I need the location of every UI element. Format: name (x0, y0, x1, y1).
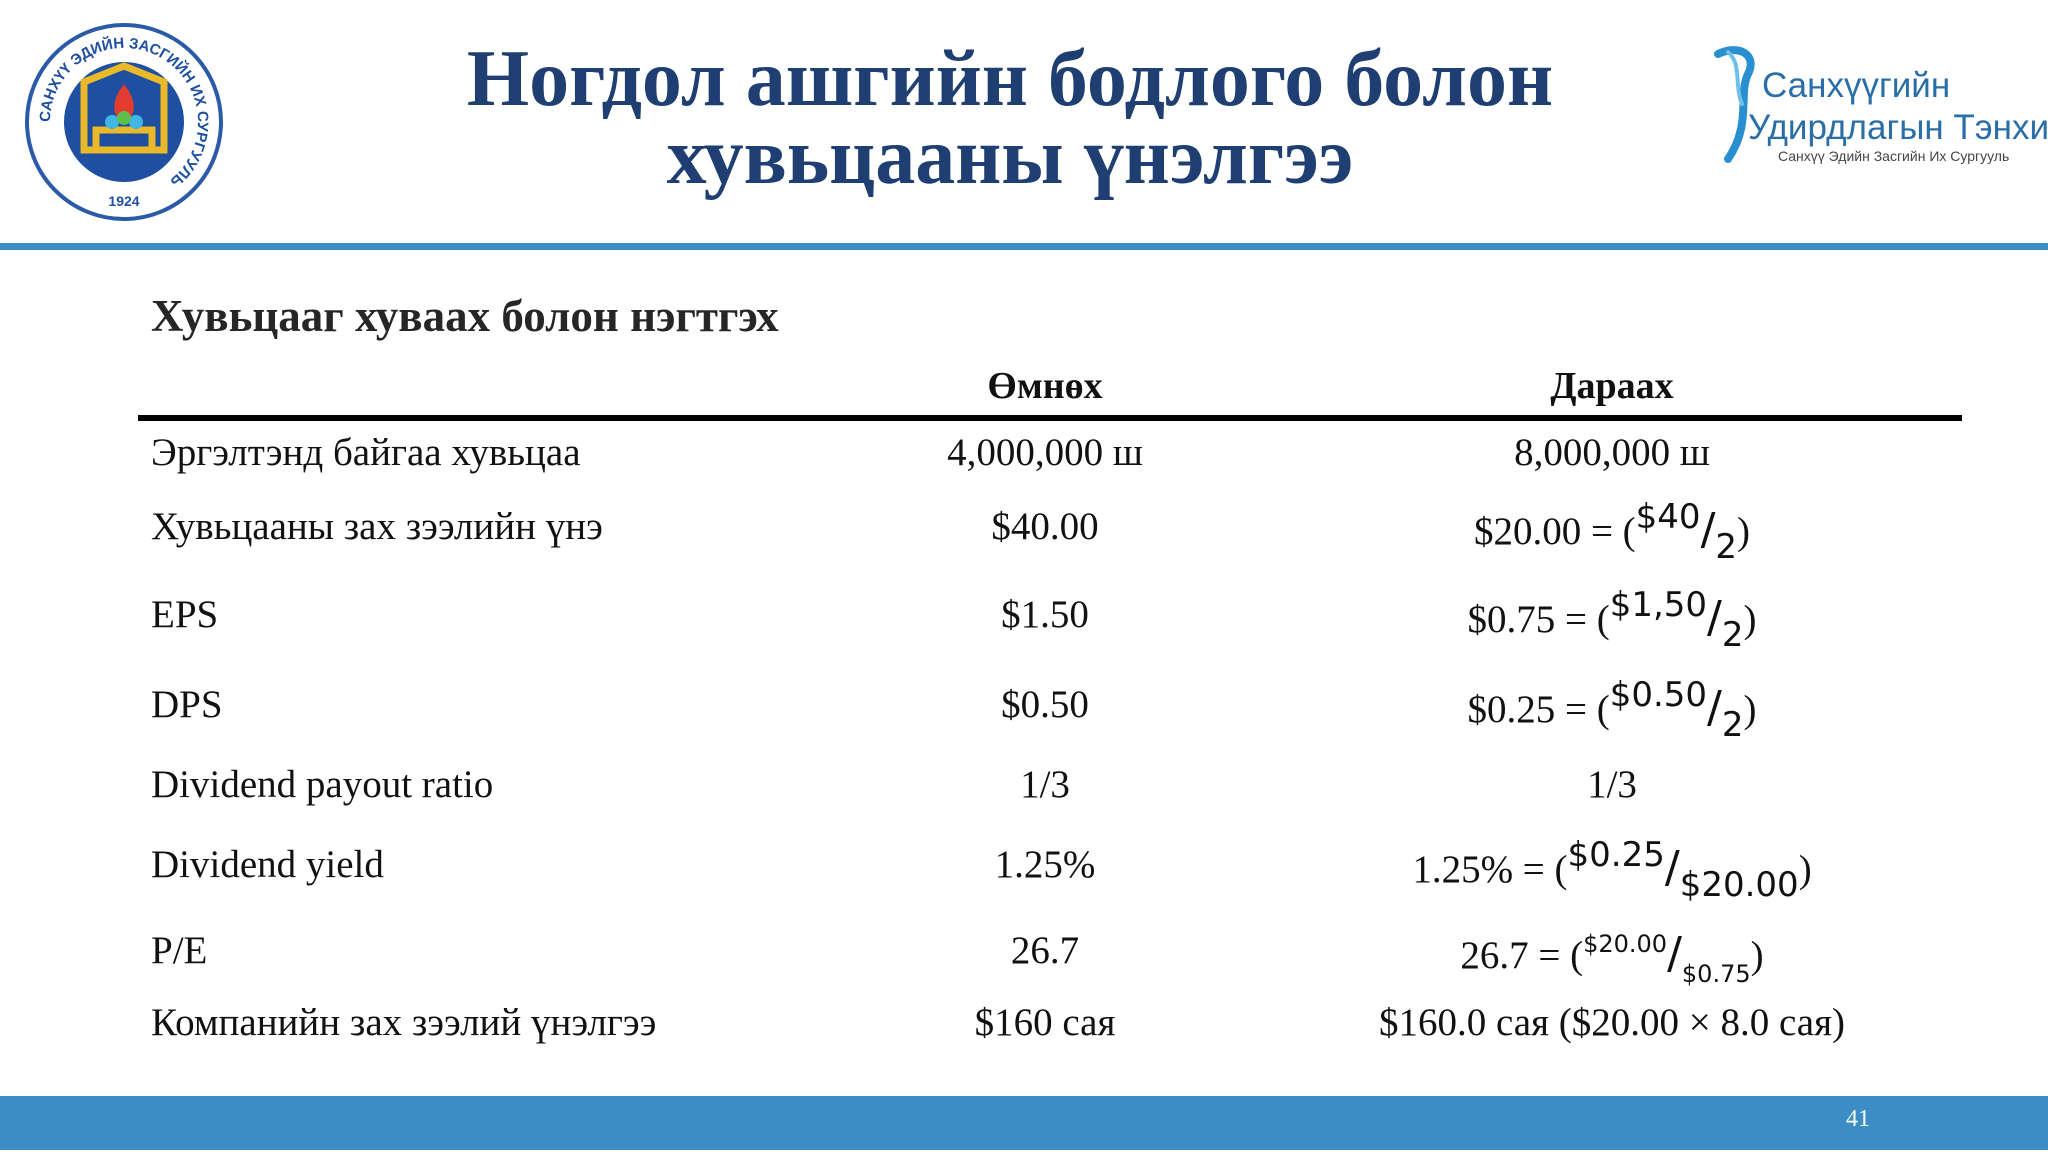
formula-close: ) (1743, 688, 1757, 731)
row-after-value: 8,000,000 ш (1514, 431, 1710, 474)
row-before-value: 1.25% (994, 843, 1096, 886)
table-row: P/E 26.7 26.7 = ($20.00/$0.75) (0, 928, 2048, 998)
formula-denominator: 2 (1721, 615, 1744, 655)
row-before-value: 26.7 (1010, 929, 1080, 972)
page-number: 41 (1846, 1106, 1870, 1132)
waterfall-icon (1714, 46, 1755, 163)
row-before-value: $1.50 (1001, 593, 1089, 636)
row-label: Эргэлтэнд байгаа хувьцаа (151, 431, 581, 474)
row-label: Dividend yield (151, 843, 384, 886)
formula-lead: 1.25% = ( (1412, 848, 1568, 891)
column-header-after: Дараах (1550, 365, 1674, 407)
formula-lead: $0.25 = ( (1467, 688, 1610, 731)
formula-numerator: $0.50 (1609, 675, 1708, 715)
row-after-value: $160.0 сая ($20.00 × 8.0 сая) (1378, 1001, 1846, 1044)
formula-slash: / (1667, 928, 1682, 979)
formula-slash: / (1707, 682, 1722, 733)
formula-numerator: $40 (1635, 497, 1701, 537)
department-logo: Санхүүгийн Удирдлагын Тэнхим Санхүү Эдий… (1708, 44, 2048, 174)
seal-year: 1924 (108, 193, 139, 209)
university-logo: САНХҮҮ ЭДИЙН ЗАСГИЙН ИХ СУРГУУЛЬ 1924 (24, 22, 224, 222)
row-after-formula: $0.75 = ($1,50/2) (1262, 585, 1962, 655)
formula-denominator: $20.00 (1679, 865, 1799, 905)
formula-denominator: 2 (1715, 527, 1738, 567)
row-label: Компанийн зах зээлий үнэлгээ (151, 1001, 657, 1044)
department-logo-line1: Санхүүгийн (1762, 66, 1951, 105)
formula-lead: 26.7 = ( (1460, 934, 1584, 977)
row-before-value: 4,000,000 ш (947, 431, 1143, 474)
table-row: Dividend payout ratio 1/3 1/3 (0, 762, 2048, 832)
row-before-value: $40.00 (991, 505, 1099, 548)
table-row: EPS $1.50 $0.75 = ($1,50/2) (0, 585, 2048, 662)
formula-close: ) (1750, 934, 1764, 977)
formula-denominator: 2 (1721, 705, 1744, 745)
table-row: Эргэлтэнд байгаа хувьцаа 4,000,000 ш 8,0… (0, 430, 2048, 500)
table-row: Dividend yield 1.25% 1.25% = ($0.25/$20.… (0, 835, 2048, 912)
row-after-value: 1/3 (1587, 763, 1637, 806)
university-seal-icon: САНХҮҮ ЭДИЙН ЗАСГИЙН ИХ СУРГУУЛЬ 1924 (25, 23, 223, 221)
formula-lead: $0.75 = ( (1467, 598, 1610, 641)
slide-title-line2: хувьцааны үнэлгээ (666, 113, 1354, 201)
row-label: EPS (151, 593, 219, 636)
row-after-formula: $0.25 = ($0.50/2) (1262, 675, 1962, 745)
row-label: DPS (151, 683, 223, 726)
formula-lead: $20.00 = ( (1473, 510, 1636, 553)
formula-slash: / (1707, 592, 1722, 643)
column-header-before: Өмнөх (987, 365, 1103, 407)
table-row: Компанийн зах зээлий үнэлгээ $160 сая $1… (0, 1000, 2048, 1070)
footer-bar: 41 (0, 1096, 2048, 1150)
row-before-value: $0.50 (1001, 683, 1089, 726)
table-row: Хувьцааны зах зээлийн үнэ $40.00 $20.00 … (0, 497, 2048, 574)
slide-title: Ногдол ашгийн бодлого болон хувьцааны үн… (300, 35, 1720, 201)
department-logo-line2: Удирдлагын Тэнхим (1748, 108, 2048, 147)
row-after-formula: 26.7 = ($20.00/$0.75) (1262, 928, 1962, 988)
row-label: Dividend payout ratio (151, 763, 494, 806)
section-title: Хувьцааг хуваах болон нэгтгэх (151, 291, 779, 341)
formula-numerator: $1,50 (1609, 585, 1708, 625)
formula-slash: / (1700, 504, 1716, 555)
formula-numerator: $0.25 (1567, 835, 1665, 875)
table-header-rule (138, 415, 1962, 421)
slide-title-line1: Ногдол ашгийн бодлого болон (466, 35, 1554, 123)
row-after-formula: 1.25% = ($0.25/$20.00) (1262, 835, 1962, 905)
department-logo-line3: Санхүү Эдийн Засгийн Их Сургууль (1778, 148, 2010, 164)
row-after-formula: $20.00 = ($40/2) (1262, 497, 1962, 567)
table-row: DPS $0.50 $0.25 = ($0.50/2) (0, 675, 2048, 752)
row-before-value: $160 сая (974, 1001, 1116, 1044)
row-label: Хувьцааны зах зээлийн үнэ (151, 505, 603, 548)
formula-close: ) (1743, 598, 1757, 641)
formula-close: ) (1798, 848, 1812, 891)
formula-close: ) (1737, 510, 1751, 553)
header-divider (0, 243, 2048, 250)
formula-slash: / (1664, 842, 1680, 893)
formula-numerator: $20.00 (1583, 930, 1668, 958)
row-before-value: 1/3 (1020, 763, 1070, 806)
formula-denominator: $0.75 (1681, 960, 1751, 988)
row-label: P/E (151, 929, 208, 972)
